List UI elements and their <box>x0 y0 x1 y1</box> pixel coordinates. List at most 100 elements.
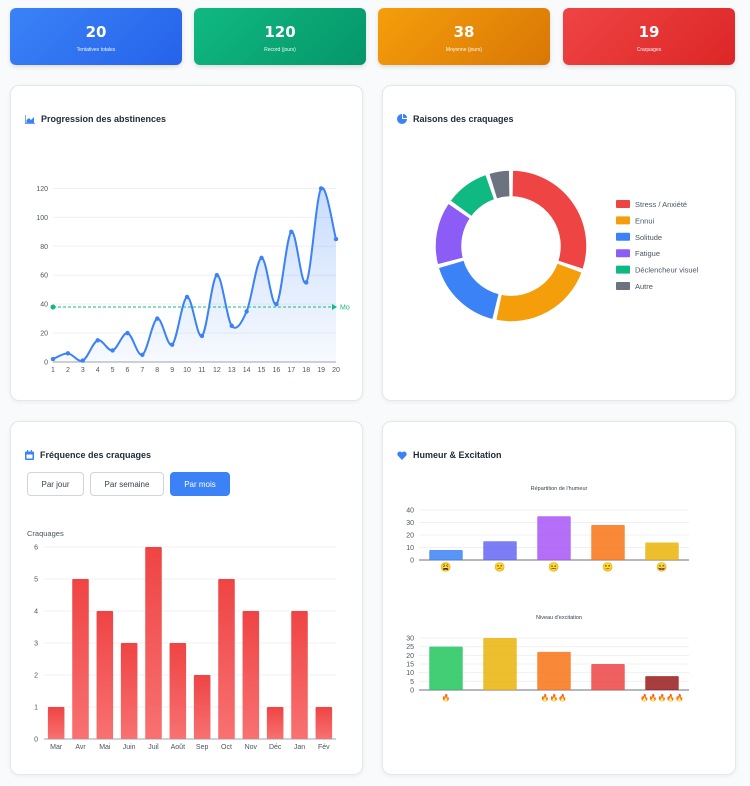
filter-month-button[interactable]: Par mois <box>170 472 230 496</box>
data-point <box>214 273 220 278</box>
stat-label: Record (jours) <box>264 47 296 53</box>
y-tick-label: 80 <box>40 244 48 251</box>
frequency-card: Fréquence des craquages Par jour Par sem… <box>10 421 363 775</box>
data-point <box>289 229 294 235</box>
y-tick-label: 0 <box>44 360 48 367</box>
y-tick-label: 5 <box>34 577 38 584</box>
y-tick-label: 40 <box>406 508 414 515</box>
data-point <box>155 316 160 321</box>
data-point <box>140 352 145 357</box>
data-point <box>50 356 56 362</box>
x-tick-label: 🔥🔥🔥 <box>541 693 567 702</box>
mood-title: Humeur & Excitation <box>397 450 502 460</box>
filter-week-button[interactable]: Par semaine <box>90 472 164 496</box>
x-tick-label: 2 <box>66 367 70 374</box>
data-point <box>318 186 324 191</box>
legend-swatch <box>616 249 630 258</box>
y-tick-label: 2 <box>34 673 38 680</box>
x-tick-label: 16 <box>273 367 281 374</box>
x-tick-label: Juin <box>123 744 136 751</box>
frequency-bar <box>218 579 235 739</box>
subchart-bar <box>483 541 517 560</box>
mood-title-text: Humeur & Excitation <box>413 450 502 460</box>
legend-swatch <box>616 265 630 274</box>
x-tick-label: 10 <box>183 367 191 374</box>
frequency-bar <box>242 611 260 739</box>
frequency-chart: Craquages 0 1 2 3 4 5 6 Mar Avr Mai Juin Juil Août Sep… <box>27 529 336 751</box>
filter-day-button[interactable]: Par jour <box>27 472 84 496</box>
y-tick-label: 20 <box>40 331 48 338</box>
x-tick-label: Sep <box>196 744 209 751</box>
stat-label: Tentatives totales <box>76 47 116 53</box>
data-point <box>274 301 279 307</box>
x-tick-label: 🙂 <box>602 562 613 572</box>
x-tick-label: Avr <box>75 744 86 751</box>
y-tick-label: 0 <box>410 688 414 695</box>
y-tick-label: 25 <box>406 644 414 651</box>
frequency-bar <box>315 707 333 739</box>
data-point <box>229 323 234 329</box>
y-tick-label: 1 <box>34 705 38 712</box>
legend-label: Déclencheur visuel <box>635 266 699 275</box>
stat-label: Craquages <box>636 47 662 53</box>
frequency-bar <box>291 611 308 739</box>
data-point <box>304 280 309 285</box>
x-tick-label: 😄 <box>656 562 667 572</box>
x-tick-label: 8 <box>155 367 159 374</box>
legend-label: Solitude <box>635 233 662 242</box>
legend-label: Ennui <box>635 216 655 225</box>
x-tick-label: 18 <box>302 367 310 374</box>
reasons-card: Raisons des craquages Stress / Anxiété En… <box>382 85 736 401</box>
pie-slice <box>487 169 511 200</box>
y-tick-label: 100 <box>36 215 48 222</box>
y-tick-label: 0 <box>34 737 38 744</box>
y-tick-label: 20 <box>406 653 414 660</box>
data-point <box>110 348 115 353</box>
frequency-title-text: Fréquence des craquages <box>40 450 152 460</box>
frequency-bar <box>72 579 89 739</box>
x-tick-label: Déc <box>269 744 282 751</box>
reasons-title: Raisons des craquages <box>397 114 514 124</box>
y-tick-label: 5 <box>410 679 414 686</box>
stat-label: Moyenne (jours) <box>445 47 483 53</box>
x-tick-label: Fév <box>318 744 330 751</box>
legend-label: Fatigue <box>635 249 660 258</box>
progression-title: Progression des abstinences <box>25 114 166 124</box>
pie-slice <box>511 169 588 271</box>
data-point <box>333 236 339 242</box>
subchart-bar <box>645 676 679 690</box>
progression-card: Progression des abstinences 0 20 40 60 80 100… <box>10 85 363 401</box>
x-tick-label: Jan <box>294 744 305 751</box>
y-tick-label: 60 <box>40 273 48 280</box>
stat-card: 38 Moyenne (jours) <box>378 8 550 65</box>
progression-title-text: Progression des abstinences <box>41 114 167 124</box>
stat-value: 19 <box>638 23 660 41</box>
stat-value: 120 <box>264 23 296 41</box>
y-tick-label: 0 <box>410 558 414 565</box>
x-tick-label: Mai <box>99 744 111 751</box>
frequency-bar <box>96 611 114 739</box>
x-tick-label: Nov <box>245 744 258 751</box>
y-axis-title: Craquages <box>27 529 64 538</box>
subchart-title: Niveau d'excitation <box>536 615 582 621</box>
average-line-start <box>50 304 56 310</box>
average-line-arrow <box>332 304 337 311</box>
data-point <box>95 338 100 343</box>
x-tick-label: 13 <box>228 367 236 374</box>
x-tick-label: 15 <box>258 367 266 374</box>
y-tick-label: 40 <box>40 302 48 309</box>
data-point <box>80 358 85 363</box>
frequency-bar <box>193 675 211 739</box>
data-point <box>199 333 205 339</box>
x-tick-label: Juil <box>148 744 159 751</box>
x-tick-label: 🔥 <box>442 693 451 702</box>
data-point <box>65 351 71 356</box>
x-tick-label: 9 <box>170 367 174 374</box>
legend-label: Stress / Anxiété <box>635 200 687 209</box>
subchart-title: Répartition de l'humeur <box>531 486 588 492</box>
y-tick-label: 30 <box>406 636 414 643</box>
y-tick-label: 3 <box>34 641 38 648</box>
x-tick-label: 14 <box>243 367 251 374</box>
subchart-bar <box>591 664 625 690</box>
data-point <box>169 342 175 347</box>
